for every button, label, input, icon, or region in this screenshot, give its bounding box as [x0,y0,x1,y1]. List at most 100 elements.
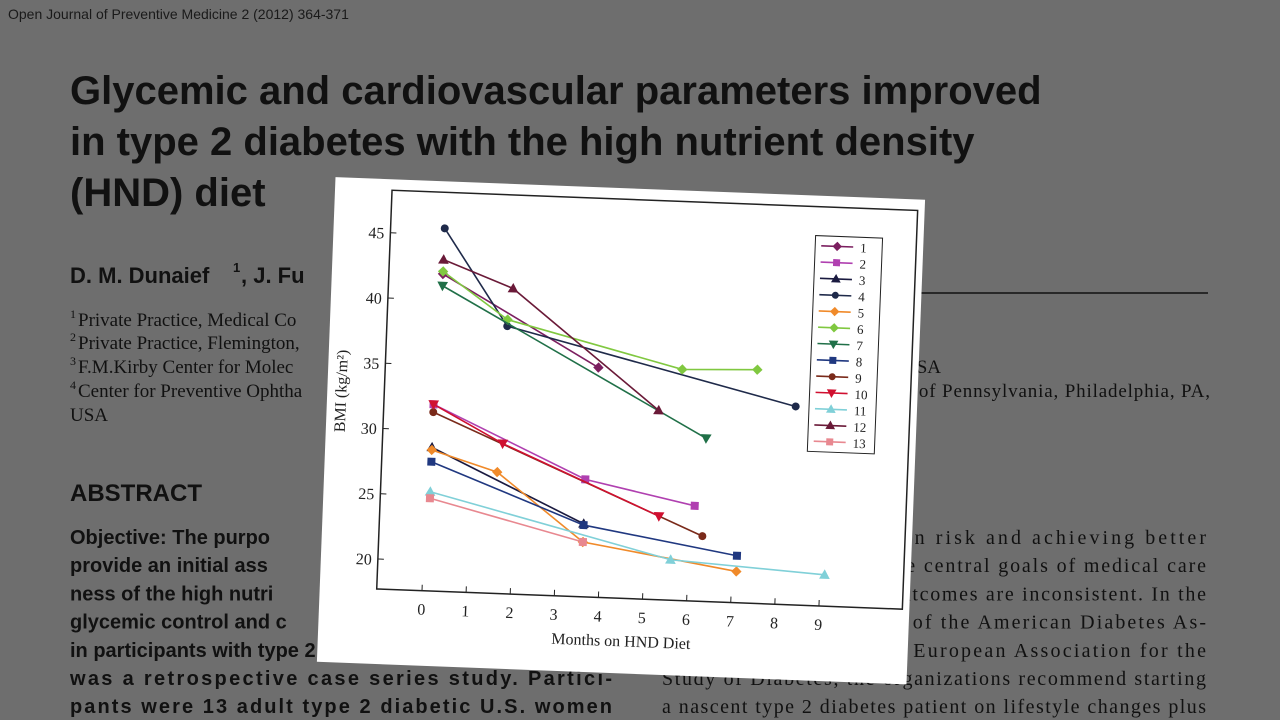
y-tick-label: 30 [361,421,378,439]
series-line [431,446,584,525]
point [492,466,503,478]
legend-label: 4 [858,289,866,304]
point [497,439,509,450]
series-line [429,497,584,543]
body-line: the European Association for the [875,640,1206,662]
point [665,554,676,564]
point [677,364,688,375]
journal-header: Open Journal of Preventive Medicine 2 (2… [8,6,349,22]
point [427,457,436,466]
y-tick-label: 25 [358,486,375,504]
legend-marker [832,241,842,252]
affiliation-number: 4 [70,378,76,392]
point [579,520,588,530]
section-heading: ABSTRACT [70,480,202,507]
legend-marker [830,306,840,317]
x-tick-label: 4 [593,608,602,625]
x-tick-label: 6 [682,612,691,629]
legend-label: 1 [860,240,867,255]
point [731,566,742,577]
legend-marker [825,420,836,430]
body-line: ent of the American Diabetes As- [875,612,1206,634]
legend-marker [826,438,834,446]
point [653,511,665,522]
affiliation-number: 1 [70,307,76,321]
body-line: a nascent type 2 diabetes patient on lif… [662,696,1206,718]
x-tick-label: 2 [505,605,514,622]
point [593,362,604,373]
y-tick-label: 35 [363,355,380,373]
point [437,281,449,292]
legend-label: 7 [856,338,864,353]
legend-label: 6 [857,322,865,337]
x-axis-label: Months on HND Diet [551,631,691,653]
point [700,434,712,444]
abstract-line: pants were 13 adult type 2 diabetic U.S.… [70,696,612,718]
x-tick-label: 0 [417,602,426,619]
x-tick-label: 3 [549,607,558,624]
affiliation: USA [70,405,108,426]
point [437,266,449,277]
abstract-line: ness of the high nutri [70,583,273,605]
point [732,551,742,560]
author-sup: 1 [233,260,240,275]
affiliation: Center for Preventive Ophtha [78,381,303,402]
card-background [316,177,926,685]
body-line: the central goals of medical care [887,555,1206,577]
x-tick-label: 7 [726,613,735,630]
x-tick-label: 9 [814,617,823,634]
abstract-line: glycemic control and c [70,612,287,634]
author: D. M. Dunaief [70,263,210,288]
legend-marker [829,323,839,333]
legend-marker [829,356,837,365]
x-tick-label: 5 [637,610,646,627]
legend-label: 9 [855,371,862,386]
y-tick-label: 20 [356,551,373,569]
legend-marker [828,373,836,381]
affiliation: Private Practice, Flemington, [78,333,300,354]
legend-marker [825,404,836,413]
point [690,501,699,510]
point [428,400,440,410]
legend-label: 11 [854,403,867,418]
affiliation-number: 2 [70,330,76,344]
series-line [442,270,758,371]
legend-marker [828,340,839,350]
affiliation-number: 3 [70,354,76,368]
x-tick-label: 8 [770,615,779,632]
paper-title: Glycemic and cardiovascular parameters i… [70,69,1042,113]
point [578,537,588,547]
point [440,224,449,233]
abstract-line: was a retrospective case series study. P… [69,668,612,690]
point [653,404,664,415]
abstract-line: Objective: The purpo [70,527,270,549]
legend-marker [830,273,841,283]
y-tick-label: 40 [366,290,383,308]
affiliation: F.M.Kirby Center for Molec [78,357,293,378]
point [819,569,830,580]
series-line [442,273,599,369]
legend-label: 2 [859,257,866,272]
legend-label: 12 [853,419,867,434]
point [425,494,435,503]
legend-label: 8 [856,354,863,369]
point [698,532,707,541]
legend-marker [831,291,839,299]
paper-title: in type 2 diabetes with the high nutrien… [70,120,975,164]
body-line: outcomes are inconsistent. In the [889,583,1206,605]
legend-label: 3 [859,273,866,288]
paper-title: (HND) diet [70,171,266,215]
y-tick-label: 45 [368,225,385,243]
body-line: hion risk and achieving better [880,527,1206,549]
author: , J. Fu [241,263,305,288]
point [438,254,449,264]
affiliation: Private Practice, Medical Co [78,310,296,331]
plot-frame [375,189,919,610]
point [507,282,519,293]
legend-label: 10 [854,387,868,402]
point [752,364,763,375]
affiliation: y of Pennsylvania, Philadelphia, PA, [903,381,1210,402]
paper-page: Open Journal of Preventive Medicine 2 (2… [8,6,1210,718]
